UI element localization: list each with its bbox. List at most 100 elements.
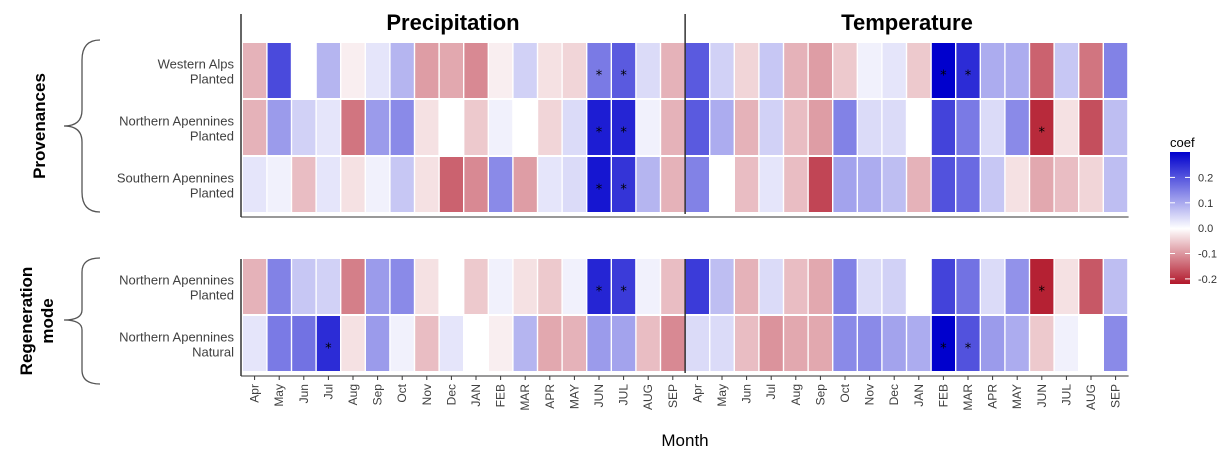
x-tick-label: Aug <box>789 384 803 405</box>
heatmap-cell <box>735 316 759 371</box>
heatmap-cell <box>981 100 1005 155</box>
x-axis-title: Month <box>661 431 708 450</box>
heatmap-cell <box>562 157 586 212</box>
legend-tick-label: -0.1 <box>1198 249 1217 261</box>
heatmap-cell <box>316 157 340 212</box>
heatmap-cells <box>243 43 1128 371</box>
heatmap-cell <box>1054 100 1078 155</box>
heatmap-cell <box>243 259 267 314</box>
heatmap-cell <box>390 157 414 212</box>
x-tick-label: JUL <box>617 384 631 406</box>
heatmap-cell <box>661 157 685 212</box>
heatmap-cell <box>784 259 808 314</box>
heatmap-cell <box>858 100 882 155</box>
x-tick-label: Dec <box>444 384 458 405</box>
significance-star: * <box>620 69 627 84</box>
heatmap-cell <box>808 43 832 98</box>
legend-tick-label: 0.0 <box>1198 223 1213 235</box>
heatmap-cell <box>415 100 439 155</box>
heatmap-cell <box>366 43 390 98</box>
heatmap-cell <box>735 100 759 155</box>
heatmap-cell <box>1054 43 1078 98</box>
heatmap-cell <box>661 100 685 155</box>
heatmap-cell <box>661 259 685 314</box>
group-label-provenances: Provenances <box>30 73 49 179</box>
heatmap-cell <box>538 157 562 212</box>
x-tick-label: SEP <box>666 384 680 408</box>
significance-star: * <box>620 285 627 300</box>
significance-star: * <box>325 342 332 357</box>
significance-star: * <box>940 69 947 84</box>
heatmap-cell <box>784 316 808 371</box>
x-tick-label: Jul <box>321 384 335 399</box>
heatmap-cell <box>710 100 734 155</box>
significance-star: * <box>1039 285 1046 300</box>
x-tick-label: AUG <box>1084 384 1098 410</box>
heatmap-cell <box>636 157 660 212</box>
x-tick-label: May <box>715 384 729 407</box>
heatmap-cell <box>1079 43 1103 98</box>
row-label-line2: Planted <box>190 288 234 303</box>
heatmap-cell <box>784 43 808 98</box>
heatmap-cell <box>685 259 709 314</box>
heatmap-cell <box>612 43 636 98</box>
heatmap-cell <box>612 100 636 155</box>
significance-star: * <box>940 342 947 357</box>
heatmap-cell <box>292 259 316 314</box>
x-tick-label: FEB <box>936 384 950 407</box>
x-tick-label: Nov <box>863 384 877 405</box>
heatmap-cell <box>341 157 365 212</box>
heatmap-cell <box>833 157 857 212</box>
x-tick-label: APR <box>543 384 557 409</box>
heatmap-cell <box>784 157 808 212</box>
significance-star: * <box>620 126 627 141</box>
heatmap-cell <box>243 100 267 155</box>
heatmap-cell <box>808 100 832 155</box>
heatmap-cell <box>759 316 783 371</box>
heatmap-cell <box>661 316 685 371</box>
heatmap-cell <box>489 43 513 98</box>
heatmap-cell <box>562 100 586 155</box>
heatmap-cell <box>415 157 439 212</box>
heatmap-cell <box>292 100 316 155</box>
heatmap-cell <box>316 259 340 314</box>
x-tick-label: Nov <box>420 384 434 405</box>
x-tick-label: JUN <box>1035 384 1049 407</box>
heatmap-cell <box>562 316 586 371</box>
heatmap-cell <box>833 259 857 314</box>
x-tick-label: Apr <box>248 384 262 403</box>
heatmap-cell <box>1079 157 1103 212</box>
heatmap-cell <box>808 259 832 314</box>
heatmap-cell <box>562 259 586 314</box>
heatmap-cell <box>1030 157 1054 212</box>
heatmap-cell <box>931 100 955 155</box>
heatmap-cell <box>243 316 267 371</box>
heatmap-cell <box>833 316 857 371</box>
bracket-regeneration <box>63 257 101 385</box>
heatmap-cell <box>981 157 1005 212</box>
heatmap-cell <box>981 43 1005 98</box>
bracket-provenances <box>63 39 101 213</box>
heatmap-cell <box>759 157 783 212</box>
heatmap-cell <box>833 100 857 155</box>
heatmap-cell <box>243 43 267 98</box>
heatmap-cell <box>858 157 882 212</box>
heatmap-cell <box>907 259 931 314</box>
row-label-line1: Northern Apennines <box>119 273 234 288</box>
heatmap-cell <box>292 157 316 212</box>
heatmap-cell <box>513 259 537 314</box>
heatmap-cell <box>587 100 611 155</box>
x-tick-label: May <box>272 384 286 407</box>
row-label-line2: Planted <box>190 186 234 201</box>
heatmap-cell <box>267 100 291 155</box>
heatmap-cell <box>1005 43 1029 98</box>
x-tick-label: JUL <box>1059 384 1073 406</box>
heatmap-cell <box>1079 100 1103 155</box>
heatmap-cell <box>513 43 537 98</box>
heatmap-cell <box>513 316 537 371</box>
x-tick-label: JAN <box>912 384 926 407</box>
row-label-line1: Western Alps <box>158 57 235 72</box>
heatmap-cell <box>685 43 709 98</box>
heatmap-cell <box>439 100 463 155</box>
